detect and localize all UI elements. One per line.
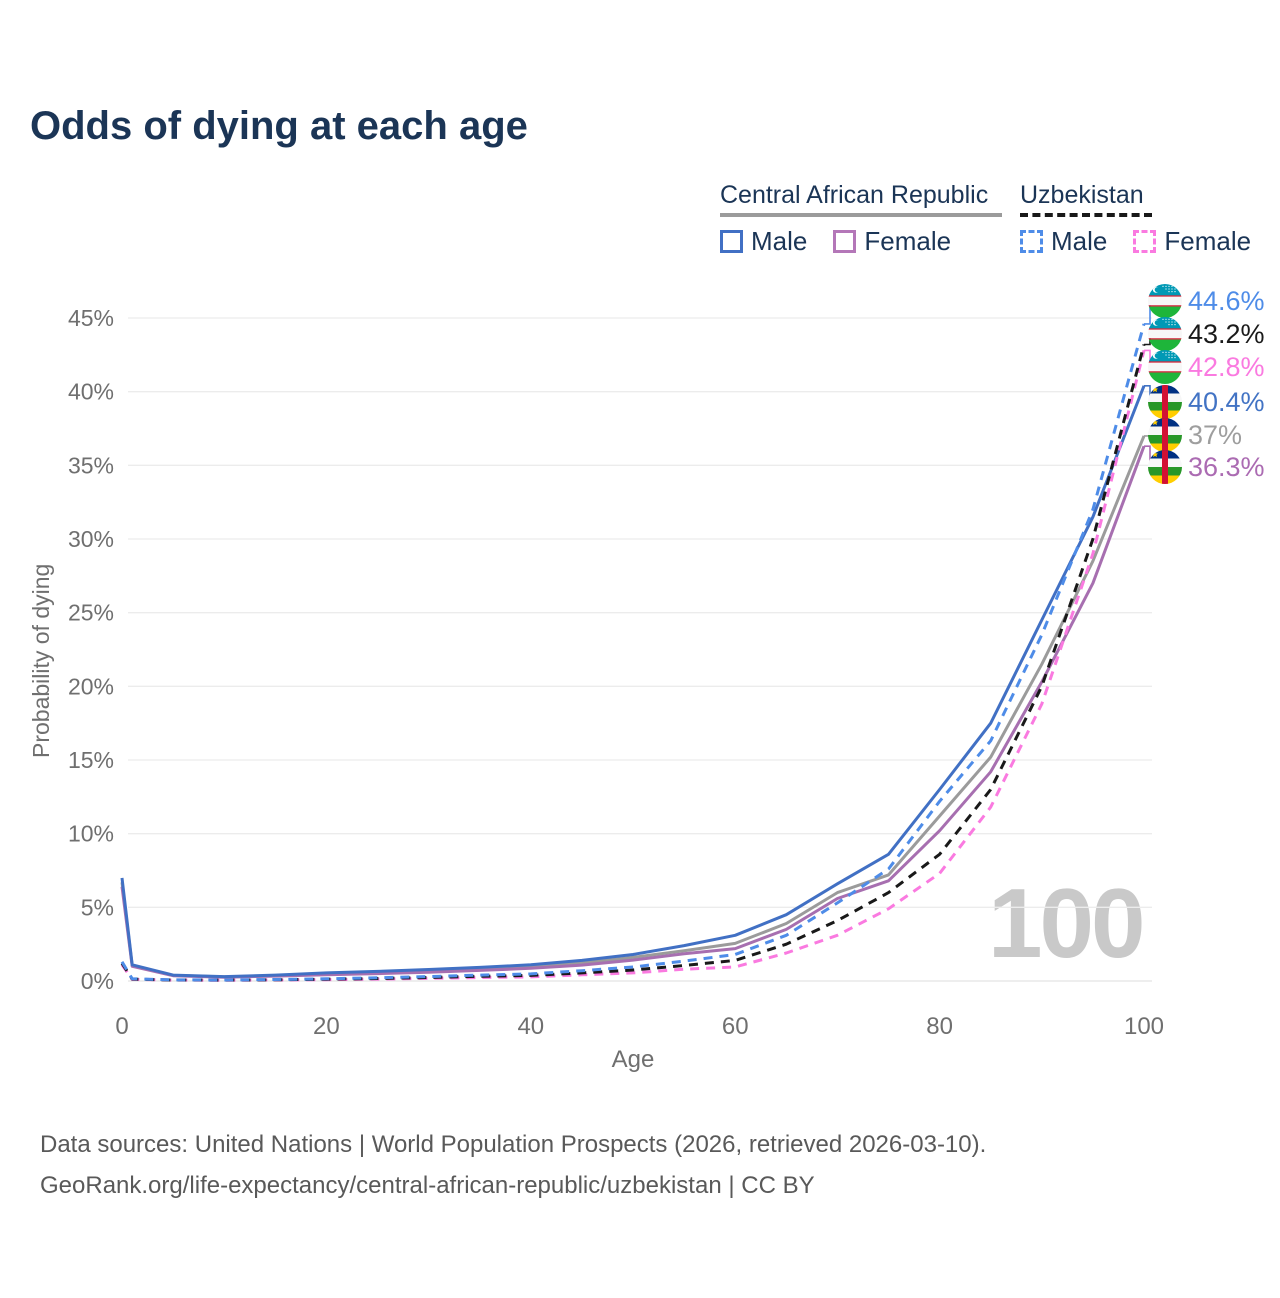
x-axis-title: Age (611, 1046, 655, 1073)
central-african-republic-flag-icon (1148, 385, 1182, 419)
page: Odds of dying at each age Central Africa… (0, 18, 1280, 1298)
legend-item-uz-male[interactable]: Male (1020, 226, 1107, 257)
legend-line-sample-uzbekistan (1020, 213, 1152, 217)
series-line-uzbekistan-male[interactable] (120, 323, 1146, 982)
y-tick-label: 0% (81, 968, 114, 994)
legend-label-uz-male: Male (1051, 226, 1108, 256)
age-watermark: 100 (988, 868, 1146, 978)
page-title: Odds of dying at each age (30, 104, 528, 148)
y-tick-label: 40% (68, 379, 114, 405)
footer: Data sources: United Nations | World Pop… (40, 1124, 986, 1206)
series-line-uzbekistan[interactable] (120, 344, 1146, 982)
legend-label-uz-female: Female (1164, 226, 1252, 256)
end-label-value: 36.3% (1188, 451, 1265, 482)
footer-data-sources: Data sources: United Nations | World Pop… (40, 1131, 987, 1158)
y-tick-label: 20% (68, 673, 114, 699)
x-tick-label: 0 (115, 1013, 128, 1040)
x-tick-label: 20 (313, 1013, 340, 1040)
y-axis-title: Probability of dying (28, 563, 54, 758)
y-tick-label: 25% (68, 600, 114, 626)
legend-label-car-male: Male (751, 226, 808, 256)
uzbekistan-flag-icon (1148, 284, 1182, 318)
legend-item-car-female[interactable]: Female (833, 226, 951, 257)
end-label-value: 40.4% (1188, 386, 1265, 417)
x-tick-label: 100 (1124, 1013, 1164, 1040)
x-tick-label: 40 (517, 1013, 544, 1040)
end-label-value: 42.8% (1188, 351, 1265, 382)
series-line-central-african-republic[interactable] (120, 435, 1146, 979)
legend-swatch-car-male-icon (720, 230, 743, 253)
uzbekistan-flag-icon (1148, 350, 1182, 384)
series-line-uzbekistan-female[interactable] (120, 350, 1146, 982)
x-tick-label: 60 (722, 1013, 749, 1040)
end-label-row: 36.3% (1148, 450, 1265, 484)
legend-label-car-female: Female (864, 226, 952, 256)
legend-header-uzbekistan[interactable]: Uzbekistan (1020, 181, 1144, 209)
legend-swatch-uz-male-icon (1020, 230, 1043, 253)
legend-item-car-male[interactable]: Male (720, 226, 807, 257)
y-tick-label: 5% (81, 894, 114, 920)
y-tick-label: 10% (68, 821, 114, 847)
legend-swatch-uz-female-icon (1133, 230, 1157, 253)
y-tick-label: 45% (68, 305, 114, 331)
end-label-row: 42.8% (1148, 350, 1265, 384)
footer-attribution: GeoRank.org/life-expectancy/central-afri… (40, 1172, 815, 1199)
y-tick-label: 15% (68, 747, 114, 773)
plot-area[interactable]: 0% 5% 10% 15% 20% 25% 30% 35% 40% 45% 0 20 40 60 80 100 (0, 18, 1280, 1298)
end-label-row: 43.2% (1148, 317, 1265, 351)
series-line-central-african-republic-male[interactable] (120, 385, 1146, 979)
series-line-central-african-republic-female[interactable] (120, 445, 1146, 979)
uzbekistan-flag-icon (1148, 317, 1182, 351)
y-tick-label: 30% (68, 526, 114, 552)
end-label-row: 37% (1148, 418, 1242, 452)
legend-group-uzbekistan: Uzbekistan Male Female (1020, 181, 1251, 257)
legend-swatch-car-female-icon (833, 230, 857, 253)
end-label-value: 44.6% (1188, 285, 1265, 316)
y-tick-label: 35% (68, 452, 114, 478)
end-label-value: 43.2% (1188, 318, 1265, 349)
legend-header-central-african-republic[interactable]: Central African Republic (720, 181, 989, 209)
legend-group-central-african-republic: Central African Republic Male Female (720, 181, 1002, 257)
end-label-value: 37% (1188, 419, 1243, 450)
central-african-republic-flag-icon (1148, 450, 1182, 484)
central-african-republic-flag-icon (1148, 418, 1182, 452)
end-label-row: 40.4% (1148, 385, 1265, 419)
end-label-row: 44.6% (1148, 284, 1265, 318)
legend-line-sample-car (720, 213, 1002, 217)
legend-item-uz-female[interactable]: Female (1133, 226, 1251, 257)
x-tick-label: 80 (926, 1013, 953, 1040)
